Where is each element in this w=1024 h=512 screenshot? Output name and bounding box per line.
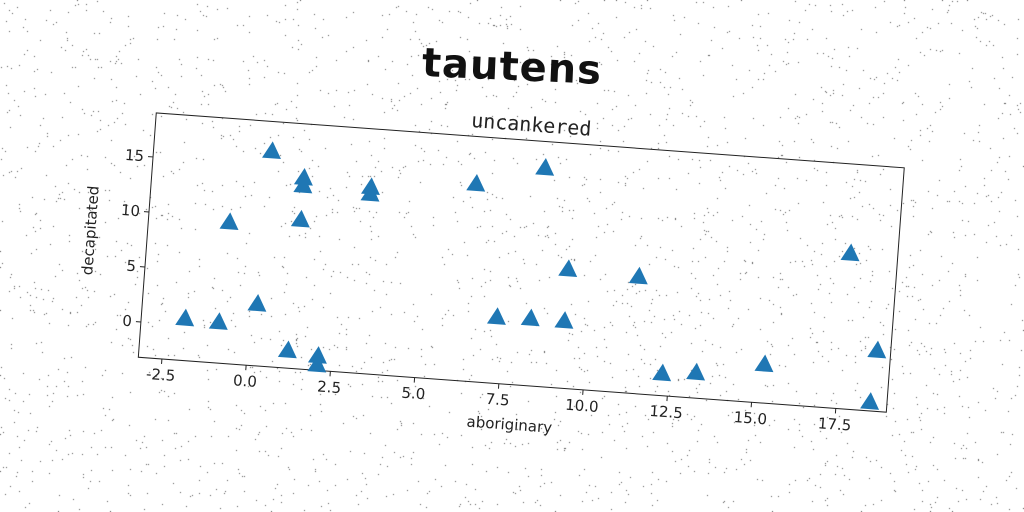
x-tick-label: -2.5 [145,365,176,385]
x-tick-label: 5.0 [401,384,426,404]
data-point [840,243,860,262]
scatter-points [175,141,887,410]
data-point [520,308,540,327]
data-point [754,354,774,373]
data-point [466,174,486,192]
data-point [686,362,706,381]
data-point [860,392,880,410]
x-tick-label: 17.5 [817,414,852,434]
x-tick-label: 12.5 [649,402,684,422]
x-tick-label: 7.5 [485,390,510,410]
x-tick-label: 0.0 [232,371,257,391]
plot-frame [137,112,905,413]
y-tick-label: 10 [120,201,140,220]
data-point [262,141,281,159]
plot-title: uncankered [470,108,592,141]
data-point [293,175,313,194]
data-point [652,363,672,382]
data-point [628,266,648,285]
y-axis: 0 5 10 15 [120,146,154,331]
data-point [247,294,267,312]
x-tick-label: 15.0 [733,408,768,428]
y-axis-label: decapitated [78,185,103,276]
data-point [175,308,195,327]
data-point [554,311,574,329]
data-point [307,354,327,373]
y-tick-label: 0 [122,312,133,331]
data-point [486,307,506,325]
y-tick-label: 15 [124,146,144,165]
data-point [307,346,327,364]
x-tick-label: 2.5 [317,377,342,397]
data-point [558,259,578,277]
data-point [219,212,239,230]
data-point [290,209,310,228]
data-point [867,340,887,359]
data-point [535,158,555,176]
data-point [208,312,228,330]
y-tick-label: 5 [126,257,137,276]
data-point [277,340,297,359]
x-tick-label: 10.0 [565,396,600,416]
x-axis-label: aboriginary [466,412,553,436]
x-axis: -2.5 0.0 2.5 5.0 7.5 10.0 12.5 15.0 17.5 [145,358,852,435]
data-point [360,183,380,202]
